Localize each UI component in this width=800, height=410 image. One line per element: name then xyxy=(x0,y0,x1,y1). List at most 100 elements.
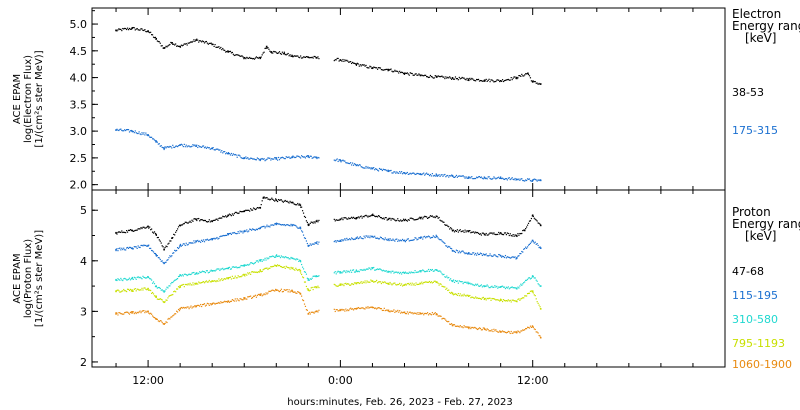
data-point xyxy=(310,221,312,223)
data-point xyxy=(168,295,170,297)
data-point xyxy=(430,269,433,271)
data-point xyxy=(401,238,404,241)
data-point xyxy=(162,323,164,325)
data-point xyxy=(192,282,194,284)
data-point xyxy=(252,271,255,273)
data-point xyxy=(465,326,467,328)
data-point xyxy=(251,209,253,211)
data-point xyxy=(214,149,216,151)
data-point xyxy=(368,235,370,237)
data-point xyxy=(169,43,171,46)
data-point xyxy=(115,312,117,314)
data-point xyxy=(378,268,381,270)
y-tick-label: 2 xyxy=(80,356,87,369)
data-point xyxy=(128,289,131,292)
data-point xyxy=(221,235,223,237)
data-point xyxy=(200,219,202,221)
data-point xyxy=(378,67,381,69)
data-point xyxy=(244,157,246,159)
data-point xyxy=(361,282,363,284)
data-point xyxy=(507,299,509,301)
data-point xyxy=(225,215,227,217)
data-point xyxy=(449,76,451,78)
data-point xyxy=(474,254,476,256)
data-point xyxy=(215,281,217,283)
data-point xyxy=(429,237,432,239)
data-point xyxy=(382,309,384,312)
data-point xyxy=(440,239,442,241)
data-point xyxy=(538,284,540,286)
data-point xyxy=(311,157,313,159)
data-point xyxy=(471,296,473,298)
data-point xyxy=(469,326,471,328)
data-point xyxy=(259,260,262,262)
data-point xyxy=(116,30,118,32)
data-point xyxy=(494,233,496,235)
data-point xyxy=(534,277,536,279)
data-point xyxy=(186,244,188,246)
data-point xyxy=(496,330,498,332)
data-point xyxy=(464,281,466,283)
data-point xyxy=(525,295,527,297)
data-point xyxy=(339,158,341,161)
data-point xyxy=(403,72,406,75)
data-point xyxy=(451,77,454,79)
data-point xyxy=(535,331,537,333)
data-point xyxy=(400,239,402,241)
data-point xyxy=(175,291,177,293)
data-point xyxy=(406,238,408,240)
data-point xyxy=(316,219,318,222)
data-point xyxy=(344,310,346,312)
data-point xyxy=(115,291,117,293)
data-point xyxy=(211,148,213,150)
data-point xyxy=(416,283,418,286)
data-point xyxy=(228,266,231,268)
data-point xyxy=(378,281,381,283)
data-point xyxy=(537,83,539,85)
data-point xyxy=(486,178,488,180)
data-point xyxy=(299,268,301,271)
x-axis: 12:00 0:00 12:00 xyxy=(115,8,726,387)
data-point xyxy=(218,149,220,151)
data-point xyxy=(306,221,308,224)
data-point xyxy=(160,289,162,291)
data-point xyxy=(123,28,125,30)
data-point xyxy=(201,219,203,221)
data-point xyxy=(258,294,260,296)
data-point xyxy=(124,129,126,131)
data-point xyxy=(435,281,437,284)
data-point xyxy=(217,238,219,240)
data-point xyxy=(419,217,422,219)
data-point xyxy=(132,26,134,29)
data-point xyxy=(190,273,192,276)
data-point xyxy=(300,55,302,57)
data-point xyxy=(402,271,405,273)
data-point xyxy=(195,145,197,147)
data-point xyxy=(361,166,363,168)
data-point xyxy=(196,144,198,146)
data-point xyxy=(483,176,485,178)
data-point xyxy=(369,281,371,283)
data-point xyxy=(448,226,450,228)
data-point xyxy=(442,175,444,177)
data-point xyxy=(208,304,210,306)
data-point xyxy=(197,304,199,306)
data-point xyxy=(408,74,410,76)
data-point xyxy=(510,301,512,303)
data-point xyxy=(383,239,385,241)
data-point xyxy=(253,271,256,273)
data-point xyxy=(400,172,402,174)
data-point xyxy=(478,80,481,82)
data-point xyxy=(501,233,504,236)
data-point xyxy=(254,208,257,211)
data-point xyxy=(306,277,308,279)
data-point xyxy=(215,237,217,239)
data-point xyxy=(134,288,136,290)
data-point xyxy=(496,233,498,236)
data-point xyxy=(224,268,226,270)
data-point xyxy=(281,200,283,202)
data-point xyxy=(266,224,268,226)
data-point xyxy=(345,162,347,164)
data-point xyxy=(179,46,182,48)
data-point xyxy=(212,147,214,149)
